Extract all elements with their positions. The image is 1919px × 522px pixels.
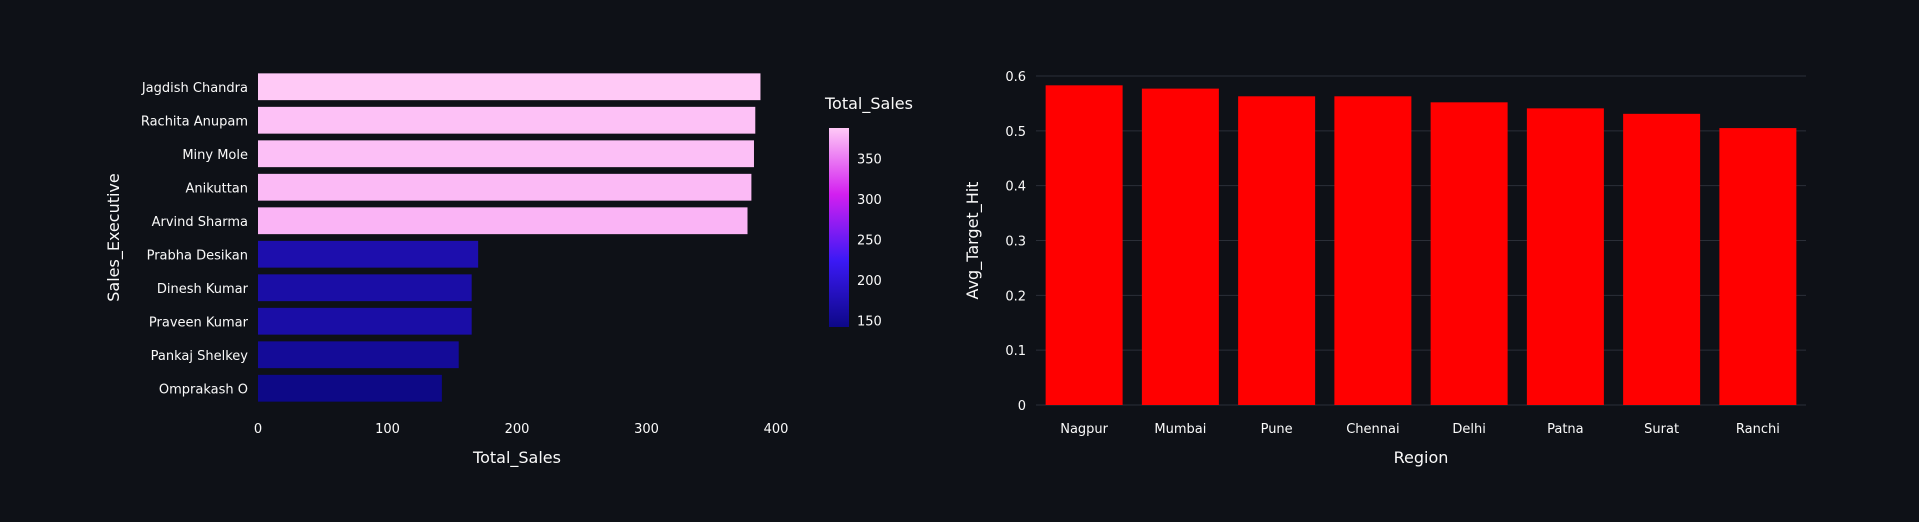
region-target-bar-chart: 0 0.1 0.2 0.3 0.4 0.5 0.6 Nagpur Mumbai Pune Chenn… <box>963 70 1806 467</box>
bar <box>258 274 472 302</box>
bar <box>1238 96 1316 405</box>
colorbar-tick-label: 300 <box>857 193 882 208</box>
x-tick-label: 0 <box>254 422 262 437</box>
x-tick-label: 200 <box>505 422 530 437</box>
x-tick-label: Nagpur <box>1060 422 1108 437</box>
colorbar <box>829 128 849 327</box>
bar <box>258 73 761 101</box>
bar <box>1141 88 1219 405</box>
x-tick-label: Delhi <box>1452 422 1485 437</box>
category-tick-label: Dinesh Kumar <box>157 282 249 297</box>
colorbar-tick-label: 150 <box>857 315 882 330</box>
category-tick-label: Omprakash O <box>159 382 248 397</box>
bar <box>1334 96 1412 405</box>
x-tick-label: Surat <box>1644 422 1679 437</box>
y-tick-label: 0.4 <box>1005 180 1026 195</box>
x-tick-label: Patna <box>1547 422 1584 437</box>
x-tick-label: 400 <box>764 422 789 437</box>
y-tick-label: 0.3 <box>1005 235 1026 250</box>
x-tick-label: 100 <box>375 422 400 437</box>
bar <box>1526 108 1604 405</box>
x-tick-label: 300 <box>634 422 659 437</box>
x-tick-label: Chennai <box>1346 422 1399 437</box>
bar <box>1623 113 1701 406</box>
bar <box>258 173 752 201</box>
colorbar-title: Total_Sales <box>824 94 913 114</box>
bar <box>258 307 472 335</box>
bar <box>258 207 748 235</box>
bar <box>1430 102 1508 405</box>
colorbar-tick-label: 350 <box>857 153 882 168</box>
y-tick-label: 0.2 <box>1005 289 1026 304</box>
x-axis-title: Region <box>1394 448 1449 467</box>
y-axis-title: Sales_Executive <box>104 173 124 301</box>
category-tick-label: Pankaj Shelkey <box>151 349 249 364</box>
x-tick-label: Pune <box>1261 422 1293 437</box>
colorbar-tick-label: 250 <box>857 234 882 249</box>
category-tick-label: Anikuttan <box>185 181 248 196</box>
bar <box>1045 85 1123 406</box>
category-tick-label: Praveen Kumar <box>149 315 249 330</box>
x-tick-label: Mumbai <box>1154 422 1206 437</box>
category-tick-label: Arvind Sharma <box>152 215 248 230</box>
y-axis-title: Avg_Target_Hit <box>963 182 983 300</box>
x-tick-label: Ranchi <box>1736 422 1780 437</box>
category-tick-label: Prabha Desikan <box>147 248 248 263</box>
category-tick-label: Jagdish Chandra <box>141 81 248 96</box>
bar <box>258 341 459 369</box>
y-tick-label: 0.1 <box>1005 344 1026 359</box>
x-axis-title: Total_Sales <box>472 448 561 468</box>
bar <box>258 374 442 402</box>
bar <box>258 106 756 134</box>
bar <box>258 240 479 268</box>
bar <box>1719 128 1797 405</box>
y-tick-label: 0.6 <box>1005 70 1026 85</box>
y-tick-label: 0.5 <box>1005 125 1026 140</box>
category-tick-label: Rachita Anupam <box>141 114 248 129</box>
category-tick-label: Miny Mole <box>182 148 248 163</box>
sales-executive-bar-chart: Jagdish Chandra Rachita Anupam Miny Mole An… <box>104 73 913 468</box>
bar <box>258 140 754 168</box>
y-tick-label: 0 <box>1018 399 1026 414</box>
colorbar-tick-label: 200 <box>857 274 882 289</box>
